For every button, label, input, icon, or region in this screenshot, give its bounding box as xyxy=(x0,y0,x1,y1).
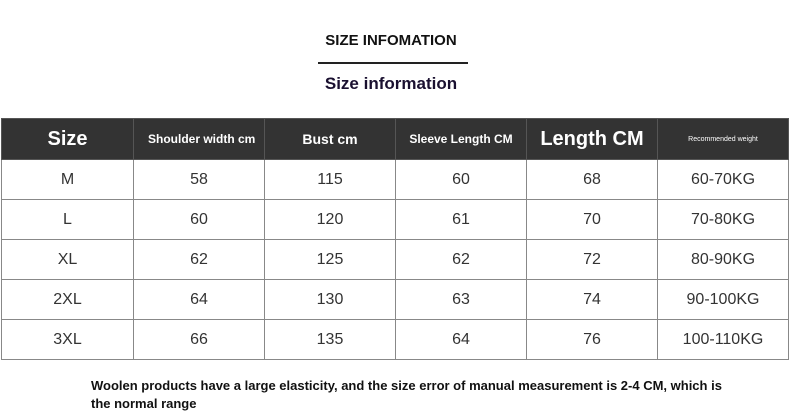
table-cell: 3XL xyxy=(1,319,134,360)
page-title: SIZE INFOMATION xyxy=(325,32,457,49)
page-subtitle: Size information xyxy=(324,74,458,93)
table-cell: 74 xyxy=(526,279,658,320)
table-cell: 60 xyxy=(133,199,265,240)
column-header: Length CM xyxy=(526,118,658,160)
table-cell: 68 xyxy=(526,159,658,200)
table-cell: 61 xyxy=(395,199,527,240)
table-cell: 120 xyxy=(264,199,396,240)
table-cell: 63 xyxy=(395,279,527,320)
table-cell: 66 xyxy=(133,319,265,360)
table-row: L 60 120 61 70 70-80KG xyxy=(1,199,789,240)
table-row: 2XL 64 130 63 74 90-100KG xyxy=(1,279,789,320)
table-cell: 72 xyxy=(526,239,658,280)
table-cell: 80-90KG xyxy=(657,239,789,280)
size-table: Size Shoulder width cm Bust cm Sleeve Lengt… xyxy=(1,118,789,360)
header-row: Size Shoulder width cm Bust cm Sleeve Lengt… xyxy=(1,118,789,160)
table-cell: 60-70KG xyxy=(657,159,789,200)
note: Woolen products have a large elasticity,… xyxy=(91,378,722,411)
table-row: M 58 115 60 68 60-70KG xyxy=(1,159,789,200)
table-cell: 70-80KG xyxy=(657,199,789,240)
table-row: XL 62 125 62 72 80-90KG xyxy=(1,239,789,280)
table-cell: 100-110KG xyxy=(657,319,789,360)
table-cell: 62 xyxy=(395,239,527,280)
table-cell: 115 xyxy=(264,159,396,200)
column-header: Shoulder width cm xyxy=(133,118,265,160)
table-cell: 2XL xyxy=(1,279,134,320)
table-cell: 64 xyxy=(133,279,265,320)
title-underline xyxy=(318,62,468,64)
table-cell: 76 xyxy=(526,319,658,360)
column-header: Recommended weight xyxy=(657,118,789,160)
table-body: M 58 115 60 68 60-70KG L 60 120 61 70 70-80KG XL 62 12… xyxy=(1,159,789,360)
table-cell: 64 xyxy=(395,319,527,360)
table-cell: 58 xyxy=(133,159,265,200)
table-cell: XL xyxy=(1,239,134,280)
table-cell: M xyxy=(1,159,134,200)
table-cell: 135 xyxy=(264,319,396,360)
table-cell: 90-100KG xyxy=(657,279,789,320)
column-header: Bust cm xyxy=(264,118,396,160)
column-header: Sleeve Length CM xyxy=(395,118,527,160)
table-cell: 130 xyxy=(264,279,396,320)
table-cell: 62 xyxy=(133,239,265,280)
column-header: Size xyxy=(1,118,134,160)
table-cell: L xyxy=(1,199,134,240)
table-cell: 60 xyxy=(395,159,527,200)
table-row: 3XL 66 135 64 76 100-110KG xyxy=(1,319,789,360)
table-cell: 70 xyxy=(526,199,658,240)
table-cell: 125 xyxy=(264,239,396,280)
